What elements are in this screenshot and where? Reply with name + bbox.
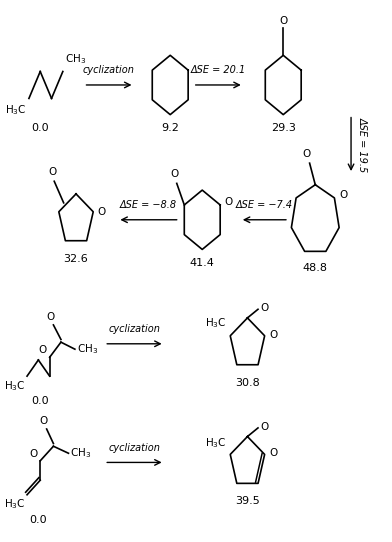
Text: ΔSE = −7.4: ΔSE = −7.4 xyxy=(236,200,293,210)
Text: 48.8: 48.8 xyxy=(303,263,328,273)
Text: 9.2: 9.2 xyxy=(161,122,179,133)
Text: 41.4: 41.4 xyxy=(190,257,215,268)
Text: H$_3$C: H$_3$C xyxy=(5,103,27,117)
Text: O: O xyxy=(46,312,54,322)
Text: O: O xyxy=(260,303,268,313)
Text: CH$_3$: CH$_3$ xyxy=(77,343,98,356)
Text: O: O xyxy=(269,448,278,459)
Text: 30.8: 30.8 xyxy=(235,378,260,388)
Text: 29.3: 29.3 xyxy=(271,122,296,133)
Text: 39.5: 39.5 xyxy=(235,496,260,506)
Text: 32.6: 32.6 xyxy=(64,254,88,264)
Text: H$_3$C: H$_3$C xyxy=(4,498,25,511)
Text: O: O xyxy=(339,190,347,200)
Text: H$_3$C: H$_3$C xyxy=(205,317,227,331)
Text: 0.0: 0.0 xyxy=(31,396,49,406)
Text: O: O xyxy=(224,197,232,207)
Text: O: O xyxy=(303,149,311,159)
Text: 0.0: 0.0 xyxy=(29,515,47,525)
Text: O: O xyxy=(98,207,106,217)
Text: CH$_3$: CH$_3$ xyxy=(65,52,86,66)
Text: ΔSE = −8.8: ΔSE = −8.8 xyxy=(120,200,177,210)
Text: O: O xyxy=(40,416,48,426)
Text: O: O xyxy=(279,16,287,25)
Text: H$_3$C: H$_3$C xyxy=(4,379,25,392)
Text: ΔSE = 20.1: ΔSE = 20.1 xyxy=(191,65,246,75)
Text: O: O xyxy=(260,422,268,432)
Text: 0.0: 0.0 xyxy=(31,122,49,133)
Text: H$_3$C: H$_3$C xyxy=(205,436,227,450)
Text: O: O xyxy=(171,169,179,179)
Text: O: O xyxy=(48,167,56,177)
Text: CH$_3$: CH$_3$ xyxy=(71,447,92,460)
Text: cyclization: cyclization xyxy=(109,443,160,453)
Text: O: O xyxy=(269,330,278,340)
Text: O: O xyxy=(38,345,47,354)
Text: ΔSE = 19.5: ΔSE = 19.5 xyxy=(358,117,368,172)
Text: O: O xyxy=(29,449,37,459)
Text: cyclization: cyclization xyxy=(109,324,160,334)
Text: cyclization: cyclization xyxy=(83,65,135,75)
